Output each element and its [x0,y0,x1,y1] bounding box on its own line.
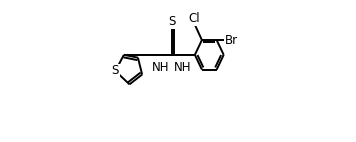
Text: Br: Br [225,34,238,47]
Text: NH: NH [152,61,169,74]
Text: S: S [168,15,176,28]
Text: Cl: Cl [188,12,200,25]
Text: S: S [112,64,119,78]
Text: NH: NH [174,61,192,74]
